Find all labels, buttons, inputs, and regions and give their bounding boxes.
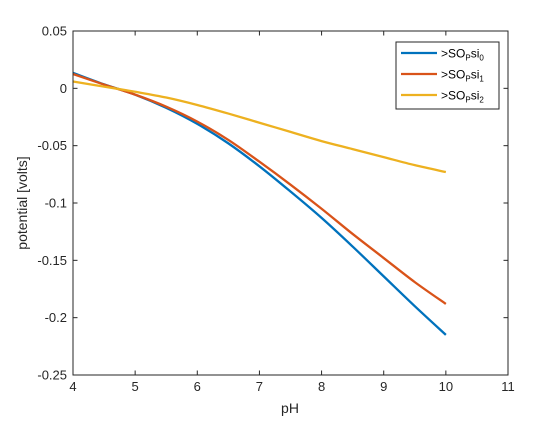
x-tick-label: 5 [132, 379, 139, 394]
legend-label-1: >SOPsi1 [441, 68, 484, 84]
y-tick-label: -0.25 [37, 368, 67, 383]
y-tick-label: -0.05 [37, 138, 67, 153]
x-tick-label: 8 [318, 379, 325, 394]
y-tick-label: 0 [60, 81, 67, 96]
x-tick-label: 6 [194, 379, 201, 394]
y-tick-label: 0.05 [42, 24, 67, 39]
y-tick-label: -0.1 [45, 196, 67, 211]
x-tick-label: 10 [439, 379, 453, 394]
y-tick-label: -0.15 [37, 253, 67, 268]
legend-label-0: >SOPsi0 [441, 47, 484, 63]
x-axis-label: pH [281, 400, 299, 416]
x-tick-label: 11 [501, 379, 515, 394]
series-lines [72, 71, 447, 336]
series-line-2 [72, 80, 447, 174]
y-axis-label: potential [volts] [14, 156, 30, 249]
legend-label-2: >SOPsi2 [441, 89, 484, 105]
x-tick-label: 7 [256, 379, 263, 394]
y-tick-label: -0.2 [45, 310, 67, 325]
legend: >SOPsi0 >SOPsi1 >SOPsi2 [395, 41, 500, 110]
x-axis-ticks: 4 5 6 7 8 9 10 11 [69, 31, 515, 394]
series-line-1 [72, 72, 447, 305]
y-axis-ticks: 0.05 0 -0.05 -0.1 -0.15 -0.2 -0.25 [37, 24, 508, 383]
x-tick-label: 9 [380, 379, 387, 394]
x-tick-label: 4 [69, 379, 76, 394]
